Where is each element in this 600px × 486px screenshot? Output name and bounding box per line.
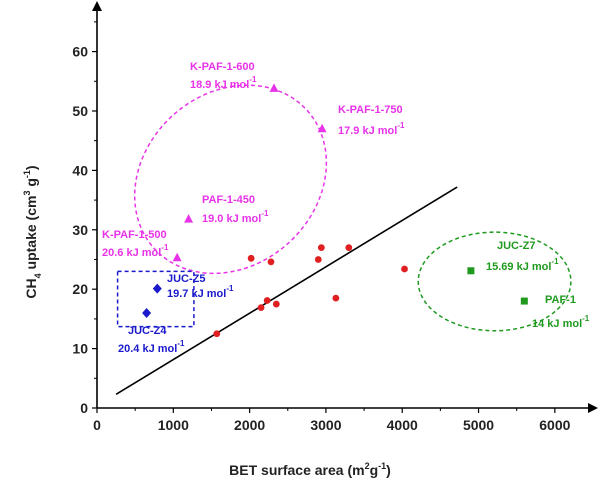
x-tick-label: 0 <box>93 417 101 433</box>
x-tick-label: 6000 <box>539 417 570 433</box>
label-juc-z5: JUC-Z5 <box>167 273 206 285</box>
circle-point <box>272 300 280 308</box>
x-tick-label: 3000 <box>310 417 341 433</box>
x-tick-label: 2000 <box>234 417 265 433</box>
data-points <box>142 83 528 338</box>
circle-point <box>247 254 255 262</box>
y-tick-label: 10 <box>72 341 88 357</box>
diamond-point <box>142 307 152 318</box>
circle-point <box>332 294 340 302</box>
square-point <box>520 297 528 305</box>
energy-paf-1: 14 kJ mol-1 <box>532 314 590 330</box>
grouping-outlines <box>116 84 572 332</box>
triangle-point <box>269 83 279 92</box>
trend-line <box>115 186 458 396</box>
circle-point <box>263 297 271 304</box>
group-ellipse <box>417 231 572 332</box>
label-k-paf-1-600: K-PAF-1-600 <box>190 61 255 73</box>
square-point <box>467 267 475 275</box>
x-tick-label: 5000 <box>463 417 494 433</box>
x-tick-label: 1000 <box>158 417 189 433</box>
y-tick-label: 50 <box>72 103 88 119</box>
energy-juc-z4: 20.4 kJ mol-1 <box>118 339 185 355</box>
energy-juc-z5: 19.7 kJ mol-1 <box>167 284 234 300</box>
label-k-paf-1-500: K-PAF-1-500 <box>102 229 167 241</box>
circle-point <box>257 304 265 312</box>
y-axis-title: CH4 uptake (cm3 g-1) <box>22 165 43 298</box>
label-juc-z4: JUC-Z4 <box>128 325 167 337</box>
group-rectangle <box>116 270 195 328</box>
circle-point <box>314 256 322 263</box>
y-tick-label: 0 <box>80 400 88 416</box>
label-paf-1-450: PAF-1-450 <box>202 194 255 206</box>
circle-point <box>345 244 353 252</box>
group-ellipse <box>133 84 328 275</box>
y-tick-label: 60 <box>72 44 88 60</box>
circle-point <box>317 244 325 252</box>
circle-point <box>213 330 221 338</box>
diamond-point <box>152 283 162 294</box>
energy-juc-z7: 15.69 kJ mol-1 <box>486 257 559 273</box>
energy-paf-1-450: 19.0 kJ mol-1 <box>202 209 269 225</box>
annotations: K-PAF-1-600 18.9 kJ mol-1 K-PAF-1-750 17… <box>102 61 590 355</box>
y-tick-label: 30 <box>72 222 88 238</box>
label-k-paf-1-750: K-PAF-1-750 <box>338 104 403 116</box>
y-tick-label: 20 <box>72 281 88 297</box>
triangle-point <box>184 214 194 223</box>
x-tick-group: 0 1000 2000 3000 4000 5000 6000 <box>93 408 571 433</box>
energy-k-paf-1-500: 20.6 kJ mol-1 <box>102 243 169 259</box>
x-axis-title: BET surface area (m2g-1) <box>229 461 391 478</box>
label-paf-1: PAF-1 <box>545 294 576 306</box>
energy-k-paf-1-600: 18.9 kJ mol-1 <box>190 75 257 91</box>
triangle-point <box>172 252 182 262</box>
x-tick-label: 4000 <box>387 417 418 433</box>
energy-k-paf-1-750: 17.9 kJ mol-1 <box>338 121 405 137</box>
y-tick-label: 40 <box>72 162 88 178</box>
y-tick-group: 0 10 20 30 40 50 60 <box>72 21 97 416</box>
circle-point <box>267 258 275 266</box>
circle-point <box>401 265 408 273</box>
triangle-point <box>317 123 327 133</box>
label-juc-z7: JUC-Z7 <box>497 240 536 252</box>
